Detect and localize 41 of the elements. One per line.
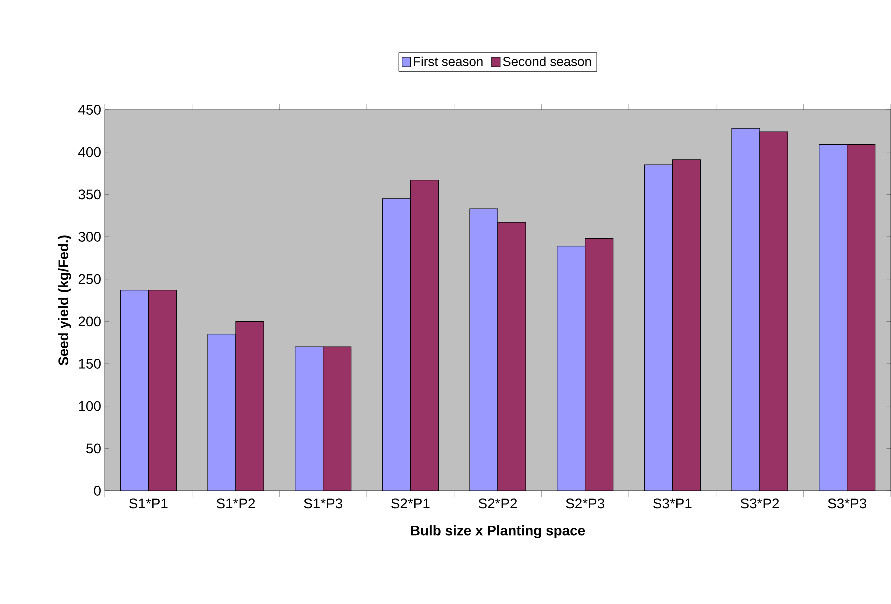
x-tick-label: S1*P2 xyxy=(216,498,256,509)
x-axis-title: Bulb size x Planting space xyxy=(411,525,586,539)
x-tick-label: S1*P3 xyxy=(304,498,342,509)
bar xyxy=(732,128,760,491)
y-tick-label: 200 xyxy=(78,316,101,327)
bar xyxy=(498,222,526,491)
bar xyxy=(819,144,848,491)
x-tick-label: S2*P3 xyxy=(566,498,604,509)
bar xyxy=(382,198,411,491)
y-tick-label: 100 xyxy=(79,401,101,412)
bar xyxy=(410,180,439,491)
bar xyxy=(120,290,149,491)
bar xyxy=(236,322,264,491)
x-tick-label: S3*P2 xyxy=(740,498,780,509)
y-tick-label: 450 xyxy=(78,105,101,115)
y-tick-label: 300 xyxy=(78,232,101,242)
y-axis-title: Seed yield (kg/Fed.) xyxy=(58,236,72,366)
bar xyxy=(644,165,673,491)
bar xyxy=(557,246,586,491)
y-tick-label: 0 xyxy=(94,486,101,496)
x-tick-label: S2*P1 xyxy=(392,498,430,509)
legend-label: First season xyxy=(414,56,483,66)
bar xyxy=(208,334,236,491)
x-tick-label: S3*P1 xyxy=(654,498,692,509)
bar xyxy=(672,160,701,491)
y-tick-label: 50 xyxy=(86,444,101,454)
y-tick-label: 400 xyxy=(78,147,101,158)
bar xyxy=(760,132,788,491)
legend-label: Second season xyxy=(503,56,592,66)
y-tick-label: 150 xyxy=(79,359,101,369)
bar xyxy=(585,238,614,491)
x-tick-label: S1*P1 xyxy=(130,498,168,509)
bar xyxy=(323,347,352,491)
x-tick-label: S2*P2 xyxy=(478,498,518,509)
bar xyxy=(847,144,876,491)
bar xyxy=(148,290,177,491)
y-tick-label: 250 xyxy=(78,274,101,284)
bar xyxy=(295,347,324,491)
y-tick-label: 350 xyxy=(78,190,101,200)
x-tick-label: S3*P3 xyxy=(828,498,866,509)
bar xyxy=(470,209,498,491)
